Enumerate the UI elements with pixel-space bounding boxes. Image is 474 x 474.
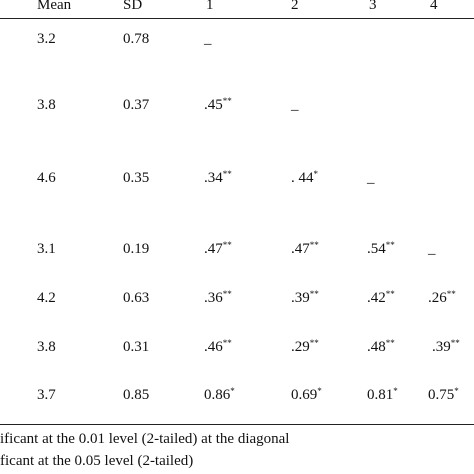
row-sd: 0.19 [123,241,150,257]
row-corr-2: 0.69* [291,386,322,404]
header-col-1: 1 [206,0,214,13]
row-corr-3: .42** [367,289,395,307]
row-corr-1: .36** [204,289,232,307]
row-sd: 0.31 [123,339,150,355]
row-corr-3: _ [367,170,375,186]
header-sd: SD [123,0,143,13]
row-corr-1: .46** [204,338,232,356]
row-mean: 4.6 [37,170,56,186]
row-corr-3: .54** [367,240,395,258]
row-corr-4: 0.75* [428,386,459,404]
row-corr-2: .47** [291,240,319,258]
footnote-significance-005: ficant at the 0.05 level (2-tailed) [0,453,194,469]
row-mean: 3.8 [37,339,56,355]
row-sd: 0.35 [123,170,150,186]
header-col-2: 2 [291,0,299,13]
row-corr-1: _ [204,31,212,47]
row-mean: 3.2 [37,31,56,47]
row-corr-2: .29** [291,338,319,356]
row-corr-2: .39** [291,289,319,307]
row-corr-1: .47** [204,240,232,258]
row-mean: 3.7 [37,387,56,403]
header-rule [0,18,474,19]
row-corr-4: .26** [428,289,456,307]
row-sd: 0.85 [123,387,150,403]
row-mean: 4.2 [37,290,56,306]
row-corr-2: _ [291,97,299,113]
header-col-3: 3 [369,0,377,13]
bottom-rule [0,424,474,425]
row-corr-3: 0.81* [367,386,398,404]
footnote-significance-001: ificant at the 0.01 level (2-tailed) at … [0,431,290,447]
row-sd: 0.63 [123,290,150,306]
row-corr-1: .34** [204,169,232,187]
row-corr-1: .45** [204,96,232,114]
header-mean: Mean [37,0,72,13]
row-corr-4: _ [428,241,436,257]
row-sd: 0.78 [123,31,150,47]
row-corr-2: . 44* [291,169,318,187]
row-sd: 0.37 [123,97,150,113]
row-corr-4: .39** [432,338,460,356]
row-corr-3: .48** [367,338,395,356]
row-mean: 3.1 [37,241,56,257]
row-corr-1: 0.86* [204,386,235,404]
row-mean: 3.8 [37,97,56,113]
header-col-4: 4 [430,0,438,13]
